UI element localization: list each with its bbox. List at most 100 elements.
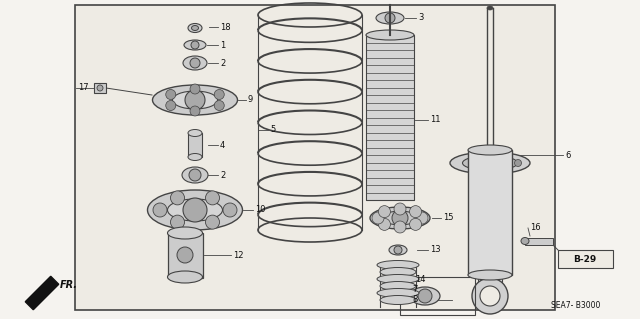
Ellipse shape bbox=[376, 12, 404, 24]
Circle shape bbox=[385, 13, 395, 23]
Circle shape bbox=[394, 203, 406, 215]
Ellipse shape bbox=[450, 152, 530, 174]
Text: 13: 13 bbox=[430, 246, 440, 255]
Circle shape bbox=[183, 198, 207, 222]
Bar bbox=[168, 233, 203, 278]
Bar bbox=[468, 150, 512, 275]
Text: 18: 18 bbox=[220, 23, 230, 32]
Circle shape bbox=[190, 58, 200, 68]
Circle shape bbox=[394, 221, 406, 233]
Text: 11: 11 bbox=[430, 115, 440, 124]
Ellipse shape bbox=[184, 40, 206, 50]
Bar bbox=[94, 83, 106, 93]
Ellipse shape bbox=[188, 24, 202, 33]
Ellipse shape bbox=[468, 145, 512, 155]
Circle shape bbox=[378, 206, 390, 218]
Text: 12: 12 bbox=[233, 250, 243, 259]
Text: 2: 2 bbox=[220, 58, 225, 68]
Ellipse shape bbox=[152, 85, 237, 115]
Circle shape bbox=[410, 219, 422, 230]
Text: 16: 16 bbox=[530, 224, 541, 233]
Ellipse shape bbox=[168, 227, 202, 239]
Polygon shape bbox=[25, 276, 59, 310]
Text: 8: 8 bbox=[412, 295, 417, 305]
Ellipse shape bbox=[168, 199, 223, 221]
Circle shape bbox=[170, 215, 184, 229]
Ellipse shape bbox=[410, 287, 440, 305]
Circle shape bbox=[472, 152, 479, 160]
Circle shape bbox=[416, 212, 428, 224]
Ellipse shape bbox=[366, 30, 414, 40]
Circle shape bbox=[392, 210, 408, 226]
Text: 14: 14 bbox=[415, 276, 426, 285]
Circle shape bbox=[166, 100, 176, 110]
Bar bbox=[75, 5, 555, 310]
Text: B-29: B-29 bbox=[573, 255, 596, 263]
Bar bbox=[188, 133, 202, 157]
Text: 1: 1 bbox=[220, 41, 225, 49]
Circle shape bbox=[378, 219, 390, 230]
Ellipse shape bbox=[487, 6, 493, 10]
Ellipse shape bbox=[377, 275, 419, 284]
Circle shape bbox=[177, 247, 193, 263]
Text: SEA7- B3000: SEA7- B3000 bbox=[550, 301, 600, 310]
Circle shape bbox=[214, 90, 224, 100]
Circle shape bbox=[472, 278, 508, 314]
Text: 10: 10 bbox=[255, 205, 266, 214]
Circle shape bbox=[410, 206, 422, 218]
Text: FR.: FR. bbox=[60, 280, 78, 290]
Ellipse shape bbox=[380, 281, 416, 291]
Ellipse shape bbox=[380, 268, 416, 277]
Circle shape bbox=[185, 90, 205, 110]
Ellipse shape bbox=[463, 155, 518, 170]
Circle shape bbox=[394, 246, 402, 254]
Ellipse shape bbox=[188, 153, 202, 160]
Circle shape bbox=[372, 212, 384, 224]
Text: 7: 7 bbox=[412, 286, 417, 294]
Circle shape bbox=[166, 90, 176, 100]
Ellipse shape bbox=[188, 130, 202, 137]
Ellipse shape bbox=[383, 211, 417, 225]
Circle shape bbox=[190, 106, 200, 116]
Ellipse shape bbox=[182, 167, 208, 183]
Text: 3: 3 bbox=[418, 13, 424, 23]
Text: 2: 2 bbox=[220, 170, 225, 180]
Ellipse shape bbox=[147, 190, 243, 230]
Circle shape bbox=[480, 286, 500, 306]
Circle shape bbox=[97, 85, 103, 91]
Bar bbox=[400, 277, 475, 315]
Ellipse shape bbox=[521, 238, 529, 244]
Circle shape bbox=[205, 191, 220, 205]
Bar bbox=[366, 35, 414, 200]
Circle shape bbox=[482, 155, 498, 171]
Ellipse shape bbox=[377, 288, 419, 298]
Ellipse shape bbox=[389, 245, 407, 255]
Bar bbox=[558, 250, 613, 268]
Circle shape bbox=[190, 84, 200, 94]
Ellipse shape bbox=[183, 56, 207, 70]
Text: 9: 9 bbox=[248, 95, 253, 105]
Bar bbox=[525, 238, 553, 245]
Circle shape bbox=[214, 100, 224, 110]
Ellipse shape bbox=[191, 26, 198, 31]
Bar bbox=[478, 275, 502, 285]
Circle shape bbox=[153, 203, 167, 217]
Text: 15: 15 bbox=[443, 213, 454, 222]
Circle shape bbox=[170, 191, 184, 205]
Ellipse shape bbox=[168, 271, 202, 283]
Ellipse shape bbox=[377, 261, 419, 270]
Circle shape bbox=[515, 160, 522, 167]
Circle shape bbox=[205, 215, 220, 229]
Text: 5: 5 bbox=[270, 125, 275, 135]
Ellipse shape bbox=[380, 295, 416, 305]
Ellipse shape bbox=[173, 91, 218, 109]
Text: 4: 4 bbox=[220, 140, 225, 150]
Circle shape bbox=[472, 167, 479, 174]
Circle shape bbox=[191, 41, 199, 49]
Circle shape bbox=[223, 203, 237, 217]
Text: 17: 17 bbox=[78, 84, 88, 93]
Ellipse shape bbox=[468, 270, 512, 280]
Circle shape bbox=[418, 289, 432, 303]
Circle shape bbox=[189, 169, 201, 181]
Text: 6: 6 bbox=[565, 151, 570, 160]
